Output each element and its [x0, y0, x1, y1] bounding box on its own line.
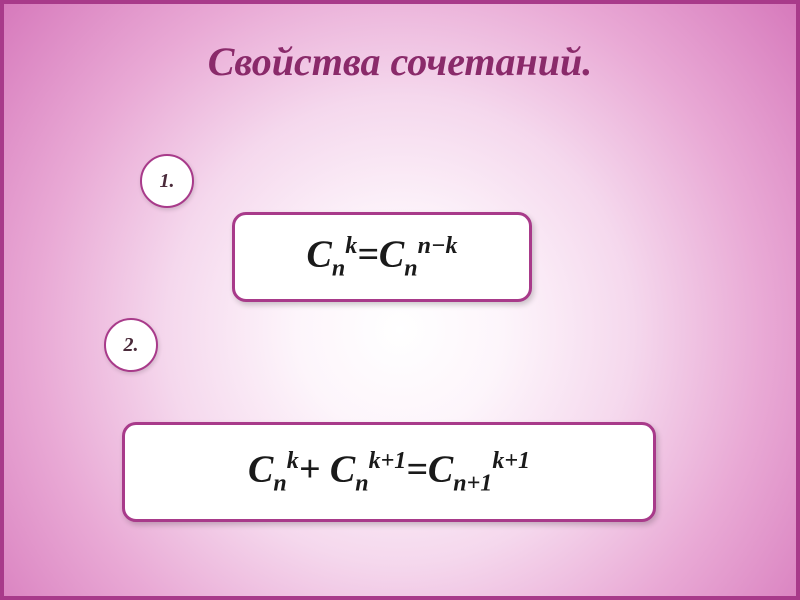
formula-token: n+1 — [453, 470, 492, 496]
formula-token: n — [273, 470, 286, 496]
formula-token: = — [406, 449, 428, 491]
formula-token: k — [345, 233, 357, 259]
badge-label: 1. — [160, 170, 175, 193]
formula-token: C — [307, 234, 332, 276]
formula-token: C — [248, 449, 273, 491]
formula-token: C — [379, 234, 404, 276]
formula-token: n — [332, 255, 345, 281]
formula-expression: Cnk+ Cnk+1=Cn+1k+1 — [248, 449, 530, 495]
formula-token: n−k — [418, 233, 458, 259]
formula-token: k+1 — [369, 448, 407, 474]
formula-token: + — [299, 449, 330, 491]
formula-expression: Cnk=Cnn−k — [307, 234, 458, 280]
formula-box: Cnk+ Cnk+1=Cn+1k+1 — [122, 422, 656, 522]
title-text: Свойства сочетаний. — [208, 39, 593, 84]
formula-token: C — [330, 449, 355, 491]
formula-token: n — [404, 255, 417, 281]
formula-token: C — [428, 449, 453, 491]
slide-title: Свойства сочетаний. — [0, 38, 800, 85]
property-number-badge: 2. — [104, 318, 158, 372]
formula-token: k+1 — [492, 448, 530, 474]
property-number-badge: 1. — [140, 154, 194, 208]
formula-token: k — [287, 448, 299, 474]
formula-token: n — [355, 470, 368, 496]
badge-label: 2. — [124, 334, 139, 357]
formula-token: = — [357, 234, 379, 276]
formula-box: Cnk=Cnn−k — [232, 212, 532, 302]
